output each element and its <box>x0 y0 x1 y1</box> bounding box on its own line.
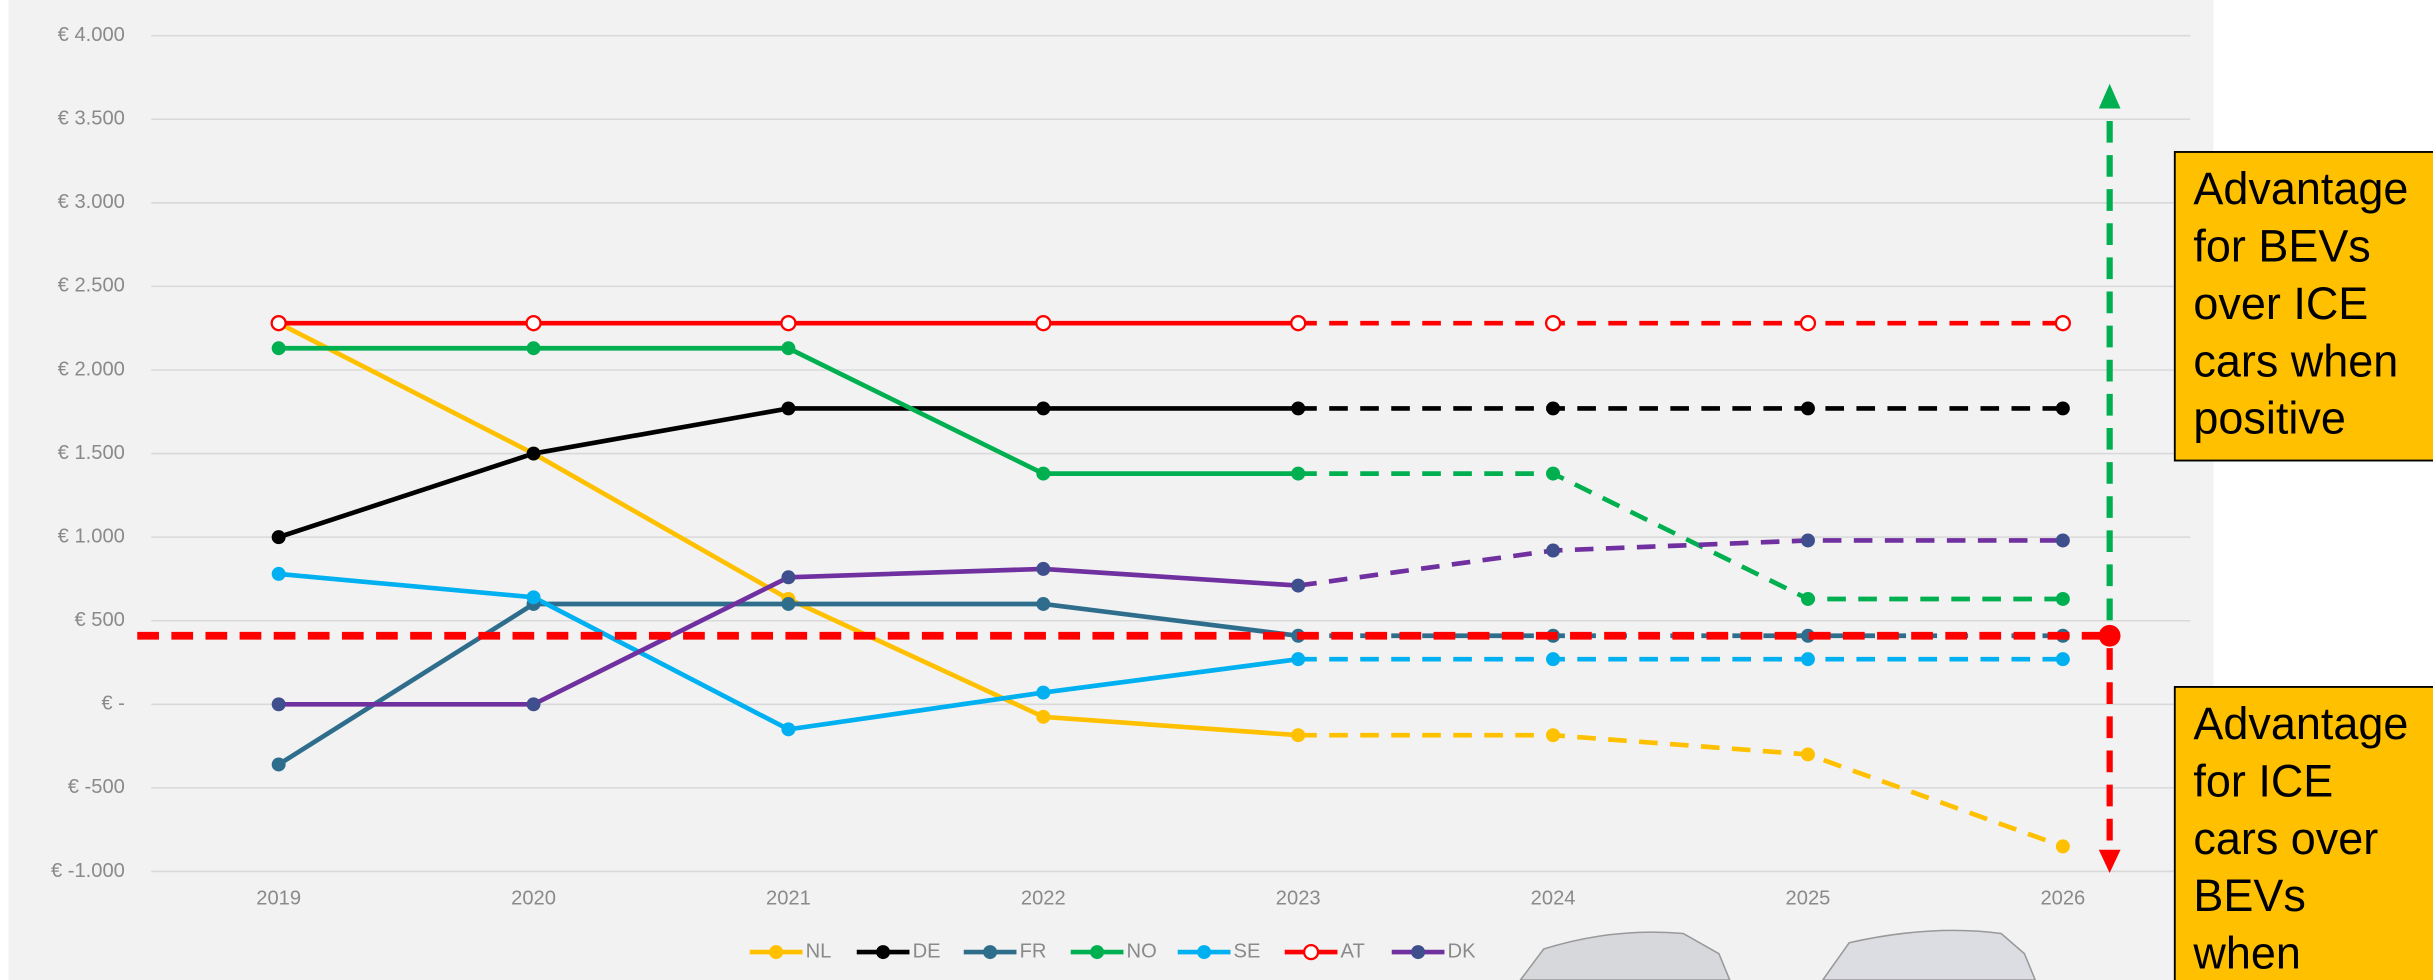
annotation-text: over ICE <box>2193 278 2368 329</box>
marker <box>1291 652 1305 666</box>
marker <box>2056 592 2070 606</box>
legend-label: FR <box>1020 940 1047 962</box>
marker <box>1036 467 1050 481</box>
legend-marker <box>876 945 890 959</box>
legend-label: AT <box>1341 940 1365 962</box>
marker <box>1291 401 1305 415</box>
y-tick-label: € 3.500 <box>58 108 125 130</box>
marker <box>527 590 541 604</box>
legend-marker <box>1411 945 1425 959</box>
annotation-text: BEVs <box>2193 870 2305 921</box>
annotation-text: for ICE <box>2193 755 2333 806</box>
marker <box>1036 401 1050 415</box>
marker <box>1801 534 1815 548</box>
marker <box>527 341 541 355</box>
marker <box>272 530 286 544</box>
x-tick-label: 2023 <box>1276 888 1321 910</box>
marker <box>527 316 541 330</box>
legend-marker <box>1304 945 1318 959</box>
legend-label: NO <box>1127 940 1157 962</box>
marker <box>781 722 795 736</box>
marker <box>1546 652 1560 666</box>
y-tick-label: € 1.000 <box>58 525 125 547</box>
marker <box>1801 592 1815 606</box>
marker <box>781 570 795 584</box>
marker <box>1036 710 1050 724</box>
marker <box>1291 728 1305 742</box>
annotation-text: cars when <box>2193 335 2398 386</box>
y-tick-label: € -1.000 <box>51 860 125 882</box>
marker <box>781 341 795 355</box>
marker <box>2056 316 2070 330</box>
marker <box>1036 686 1050 700</box>
marker <box>272 757 286 771</box>
marker <box>272 567 286 581</box>
threshold-point <box>2099 625 2121 647</box>
x-tick-label: 2024 <box>1531 888 1576 910</box>
x-tick-label: 2025 <box>1786 888 1831 910</box>
marker <box>527 697 541 711</box>
legend-label: DK <box>1448 940 1477 962</box>
legend-label: SE <box>1234 940 1261 962</box>
marker <box>781 401 795 415</box>
x-tick-label: 2021 <box>766 888 811 910</box>
marker <box>1036 562 1050 576</box>
marker <box>1036 597 1050 611</box>
marker <box>1546 316 1560 330</box>
marker <box>781 597 795 611</box>
marker <box>1546 544 1560 558</box>
legend-marker <box>1197 945 1211 959</box>
x-tick-label: 2022 <box>1021 888 1066 910</box>
marker <box>272 316 286 330</box>
y-tick-label: € -500 <box>68 776 125 798</box>
marker <box>527 447 541 461</box>
y-tick-label: € 500 <box>74 609 124 631</box>
y-tick-label: € - <box>101 693 125 715</box>
marker <box>272 341 286 355</box>
legend-marker <box>1090 945 1104 959</box>
x-tick-label: 2026 <box>2040 888 2085 910</box>
marker <box>2056 652 2070 666</box>
y-tick-label: € 3.000 <box>58 191 125 213</box>
annotation-text: Advantage <box>2193 163 2408 214</box>
y-tick-label: € 2.000 <box>58 358 125 380</box>
x-tick-label: 2019 <box>256 888 301 910</box>
y-tick-label: € 4.000 <box>58 24 125 46</box>
annotation-text: Advantage <box>2193 698 2408 749</box>
marker <box>1546 401 1560 415</box>
marker <box>1291 579 1305 593</box>
marker <box>1291 467 1305 481</box>
legend-marker <box>983 945 997 959</box>
annotation-text: when <box>2192 928 2300 979</box>
marker <box>272 697 286 711</box>
x-tick-label: 2020 <box>511 888 556 910</box>
marker <box>1801 747 1815 761</box>
annotation-text: cars over <box>2193 813 2378 864</box>
chart: € -1.000 € -500 € - € 500 € 1.000 € 1.500 € 2.… <box>0 0 2433 980</box>
legend-marker <box>769 945 783 959</box>
y-tick-label: € 2.500 <box>58 275 125 297</box>
annotation-text: positive <box>2193 393 2345 444</box>
marker <box>1036 316 1050 330</box>
marker <box>2056 401 2070 415</box>
plot-background <box>9 0 2214 980</box>
marker <box>1801 401 1815 415</box>
marker <box>1546 467 1560 481</box>
marker <box>1801 316 1815 330</box>
marker <box>1291 316 1305 330</box>
marker <box>2056 839 2070 853</box>
page: € -1.000 € -500 € - € 500 € 1.000 € 1.500 € 2.… <box>0 0 2433 980</box>
marker <box>781 316 795 330</box>
marker <box>1801 652 1815 666</box>
marker <box>1546 728 1560 742</box>
annotation-text: for BEVs <box>2193 221 2370 272</box>
legend-label: NL <box>806 940 832 962</box>
y-tick-label: € 1.500 <box>58 442 125 464</box>
legend-label: DE <box>913 940 941 962</box>
marker <box>2056 534 2070 548</box>
